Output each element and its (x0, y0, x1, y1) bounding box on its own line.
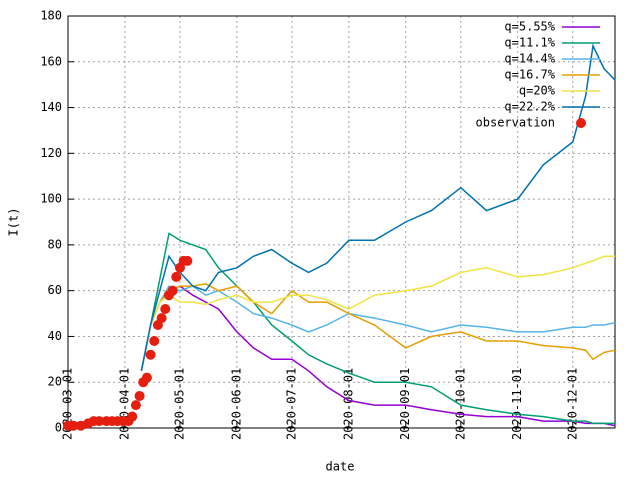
x-tick-label: 2020-07-01 (284, 368, 298, 440)
series-line (140, 285, 616, 371)
observation-point (68, 420, 79, 431)
x-tick-label: 2020-06-01 (229, 368, 243, 440)
y-tick-label: 160 (40, 54, 62, 68)
legend-marker (576, 118, 586, 128)
y-tick-label: 60 (48, 283, 62, 297)
y-tick-label: 80 (48, 237, 62, 251)
x-tick-label: 2020-11-01 (510, 368, 524, 440)
y-tick-label: 20 (48, 375, 62, 389)
y-tick-label: 120 (40, 146, 62, 160)
observation-point (141, 372, 152, 383)
series-line (140, 283, 616, 371)
legend-label: q=5.55% (504, 20, 555, 34)
observation-point (94, 416, 105, 427)
y-tick-label: 40 (48, 329, 62, 343)
series-line (140, 232, 615, 425)
observation-point (171, 271, 182, 282)
x-tick-label: 2020-12-01 (565, 368, 579, 440)
plot-border (67, 15, 616, 429)
observation-point (145, 349, 156, 360)
y-tick-label: 140 (40, 100, 62, 114)
legend-label: q=20% (519, 84, 556, 98)
observation-point (167, 285, 178, 296)
observation-point (134, 390, 145, 401)
legend-label: q=14.4% (504, 52, 555, 66)
y-axis-label: I(t) (7, 208, 21, 237)
series-line (140, 255, 615, 371)
observation-point (130, 400, 141, 411)
y-tick-label: 180 (40, 9, 62, 23)
y-tick-label: 100 (40, 192, 62, 206)
x-tick-label: 2020-05-01 (172, 368, 186, 440)
legend-label: q=16.7% (504, 68, 555, 82)
observation-point (149, 336, 160, 347)
x-axis-label: date (326, 460, 355, 474)
observation-point (127, 411, 138, 422)
x-tick-label: 2020-09-01 (398, 368, 412, 440)
legend-label: q=22.2% (504, 100, 555, 114)
y-tick-label: 0 (55, 421, 62, 435)
observation-point (160, 303, 171, 314)
series-line (140, 285, 616, 427)
series-line (140, 43, 616, 371)
x-tick-label: 2020-08-01 (341, 368, 355, 440)
legend-label: q=11.1% (504, 36, 555, 50)
x-tick-label: 2020-04-01 (117, 368, 131, 440)
observation-point (182, 255, 193, 266)
observation-point (156, 313, 167, 324)
legend-label: observation (476, 116, 555, 130)
x-tick-label: 2020-10-01 (453, 368, 467, 440)
